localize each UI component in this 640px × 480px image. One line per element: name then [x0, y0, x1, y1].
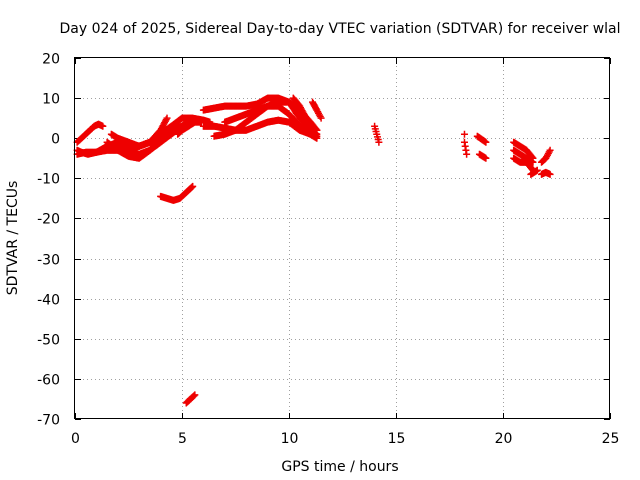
y-tick-label: 10 [42, 92, 60, 108]
series-arc-1 [73, 120, 107, 146]
x-tick-label: 15 [388, 431, 406, 447]
axis-ticks [75, 58, 611, 420]
series-arc-20 [510, 146, 537, 166]
series-arc-13 [289, 94, 321, 134]
data-point [482, 138, 490, 146]
data-point [162, 116, 170, 124]
series-arc-6 [114, 118, 197, 158]
data-point [317, 114, 325, 122]
series-arc-8 [174, 118, 205, 138]
data-point [197, 118, 205, 126]
x-tick-label: 10 [281, 431, 299, 447]
y-tick-label: -50 [37, 333, 60, 349]
y-tick-label: -10 [37, 172, 60, 188]
series-arc-14 [309, 98, 325, 122]
series-arc-16 [460, 130, 471, 158]
series-arc-17 [473, 132, 490, 146]
x-tick-label: 0 [71, 431, 80, 447]
chart-title: Day 024 of 2025, Sidereal Day-to-day VTE… [59, 21, 620, 37]
y-tick-label: -40 [37, 293, 60, 309]
series-arc-21 [510, 154, 537, 174]
data-point [313, 126, 321, 134]
data-series [73, 94, 554, 407]
data-point [533, 166, 541, 174]
x-tick-label: 20 [495, 431, 513, 447]
data-point [529, 158, 537, 166]
grid-lines [75, 58, 610, 419]
data-point [190, 392, 198, 400]
x-tick-label: 25 [602, 431, 620, 447]
series-arc-7 [157, 182, 197, 204]
data-point [375, 138, 383, 146]
y-tick-label: -60 [37, 373, 60, 389]
data-point [482, 154, 490, 162]
y-tick-label: -30 [37, 253, 60, 269]
data-point [546, 170, 554, 178]
series-arc-22 [527, 166, 541, 178]
series-arc-9 [199, 94, 321, 138]
data-point [313, 132, 321, 140]
x-axis-label: GPS time / hours [281, 459, 398, 475]
y-tick-label: -20 [37, 212, 60, 228]
series-arc-15 [371, 122, 383, 146]
data-point [460, 130, 468, 138]
data-point [546, 146, 554, 154]
data-point [188, 183, 196, 191]
series-arc-5 [107, 114, 171, 150]
x-tick-label: 5 [178, 431, 187, 447]
series-arc-18 [475, 150, 490, 162]
data-point [163, 114, 171, 122]
y-tick-label: 0 [51, 132, 60, 148]
tick-labels: 0 5 10 15 20 25 -70 -60 -50 -40 -30 -20 -10 0 10 20 [37, 52, 619, 448]
y-axis-label: SDTVAR / TECUs [5, 181, 21, 296]
y-tick-label: -70 [37, 413, 60, 429]
series-arc-23 [538, 168, 554, 178]
data-point [191, 391, 199, 399]
series-arc-24 [538, 146, 554, 166]
series-arc-25 [182, 391, 199, 407]
y-tick-label: 20 [42, 52, 60, 68]
data-point [99, 122, 107, 130]
plot-frame [74, 57, 610, 419]
data-point [189, 182, 197, 190]
data-point [463, 150, 471, 158]
